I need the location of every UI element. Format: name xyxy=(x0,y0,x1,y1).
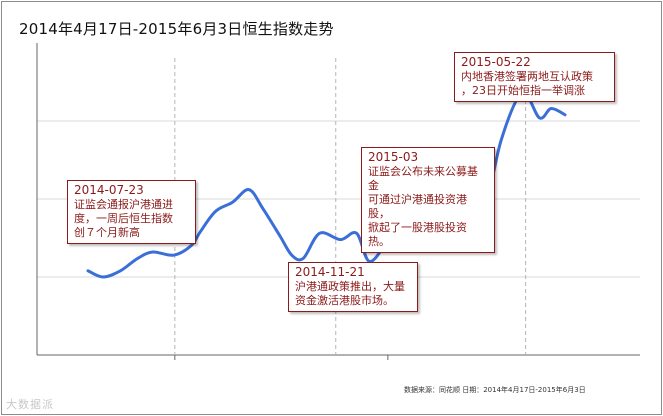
annotation-1-text: 证监会通报沪港通进 度，一周后恒生指数 创７个月新高 xyxy=(74,198,173,239)
annotation-3-text: 证监会公布未来公募基金 可通过沪港通投资港股， 掀起了一股港股投资热。 xyxy=(368,165,478,248)
annotation-4-date: 2015-05-22 xyxy=(461,55,531,69)
annotation-2: 2014-11-21 沪港通政策推出，大量 资金激活港股市场。 xyxy=(288,262,418,312)
data-source-note: 数据来源：同花顺 日期：2014年4月17日-2015年6月3日 xyxy=(404,386,586,394)
annotation-2-date: 2014-11-21 xyxy=(295,265,365,279)
chart-title: 2014年4月17日-2015年6月3日恒生指数走势 xyxy=(19,20,334,38)
watermark-logo: 大数据派 xyxy=(6,398,54,411)
annotation-1-date: 2014-07-23 xyxy=(74,183,144,197)
annotation-3: 2015-03 证监会公布未来公募基金 可通过沪港通投资港股， 掀起了一股港股投… xyxy=(361,147,495,253)
annotation-1: 2014-07-23 证监会通报沪港通进 度，一周后恒生指数 创７个月新高 xyxy=(67,180,196,244)
annotation-4: 2015-05-22 内地香港签署两地互认政策 ，23日开始恒指一举调涨 xyxy=(454,52,615,102)
annotation-2-text: 沪港通政策推出，大量 资金激活港股市场。 xyxy=(295,280,405,307)
annotation-3-date: 2015-03 xyxy=(368,150,419,164)
annotation-4-text: 内地香港签署两地互认政策 ，23日开始恒指一举调涨 xyxy=(461,70,593,97)
